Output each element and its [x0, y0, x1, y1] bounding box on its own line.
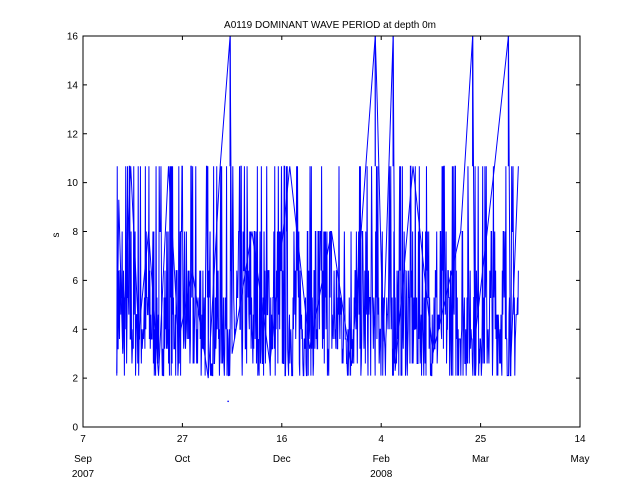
- x-tick-day-label: 7: [80, 434, 86, 445]
- y-tick-label: 16: [67, 32, 79, 43]
- y-tick-label: 8: [72, 227, 78, 238]
- x-tick-day-label: 16: [276, 434, 288, 445]
- series-trace: [116, 165, 519, 377]
- y-tick-label: 0: [72, 423, 78, 434]
- y-tick-label: 2: [72, 374, 78, 385]
- plot-area: [116, 35, 519, 403]
- x-tick-day-label: 14: [574, 434, 586, 445]
- y-tick-label: 14: [67, 80, 79, 91]
- chart-title: A0119 DOMINANT WAVE PERIOD at depth 0m: [224, 20, 436, 31]
- x-tick-month-label: Oct: [175, 454, 191, 465]
- y-axis-ticks: 0 2 4 6 8 10 12 14 16: [67, 32, 580, 434]
- x-tick-day-label: 25: [475, 434, 487, 445]
- x-tick-month-label: Sep: [74, 454, 92, 465]
- x-year-label: 2008: [370, 469, 393, 480]
- x-tick-month-label: Dec: [273, 454, 291, 465]
- y-tick-label: 12: [67, 129, 79, 140]
- isolated-point: [227, 400, 229, 403]
- plot-frame: [82, 35, 581, 428]
- series-line: [116, 35, 519, 379]
- y-axis-label: s: [51, 233, 62, 238]
- x-tick-month-label: Mar: [472, 454, 490, 465]
- x-year-label: 2007: [72, 469, 95, 480]
- x-axis-ticks: 7 Sep 27 Oct 16 Dec 4 Feb 25 Mar 14 May 2007 2008: [72, 36, 590, 480]
- x-tick-day-label: 4: [378, 434, 384, 445]
- y-tick-label: 4: [72, 325, 78, 336]
- y-tick-label: 6: [72, 276, 78, 287]
- x-tick-month-label: May: [571, 454, 590, 465]
- x-tick-month-label: Feb: [373, 454, 391, 465]
- y-tick-label: 10: [67, 178, 79, 189]
- x-tick-day-label: 27: [177, 434, 189, 445]
